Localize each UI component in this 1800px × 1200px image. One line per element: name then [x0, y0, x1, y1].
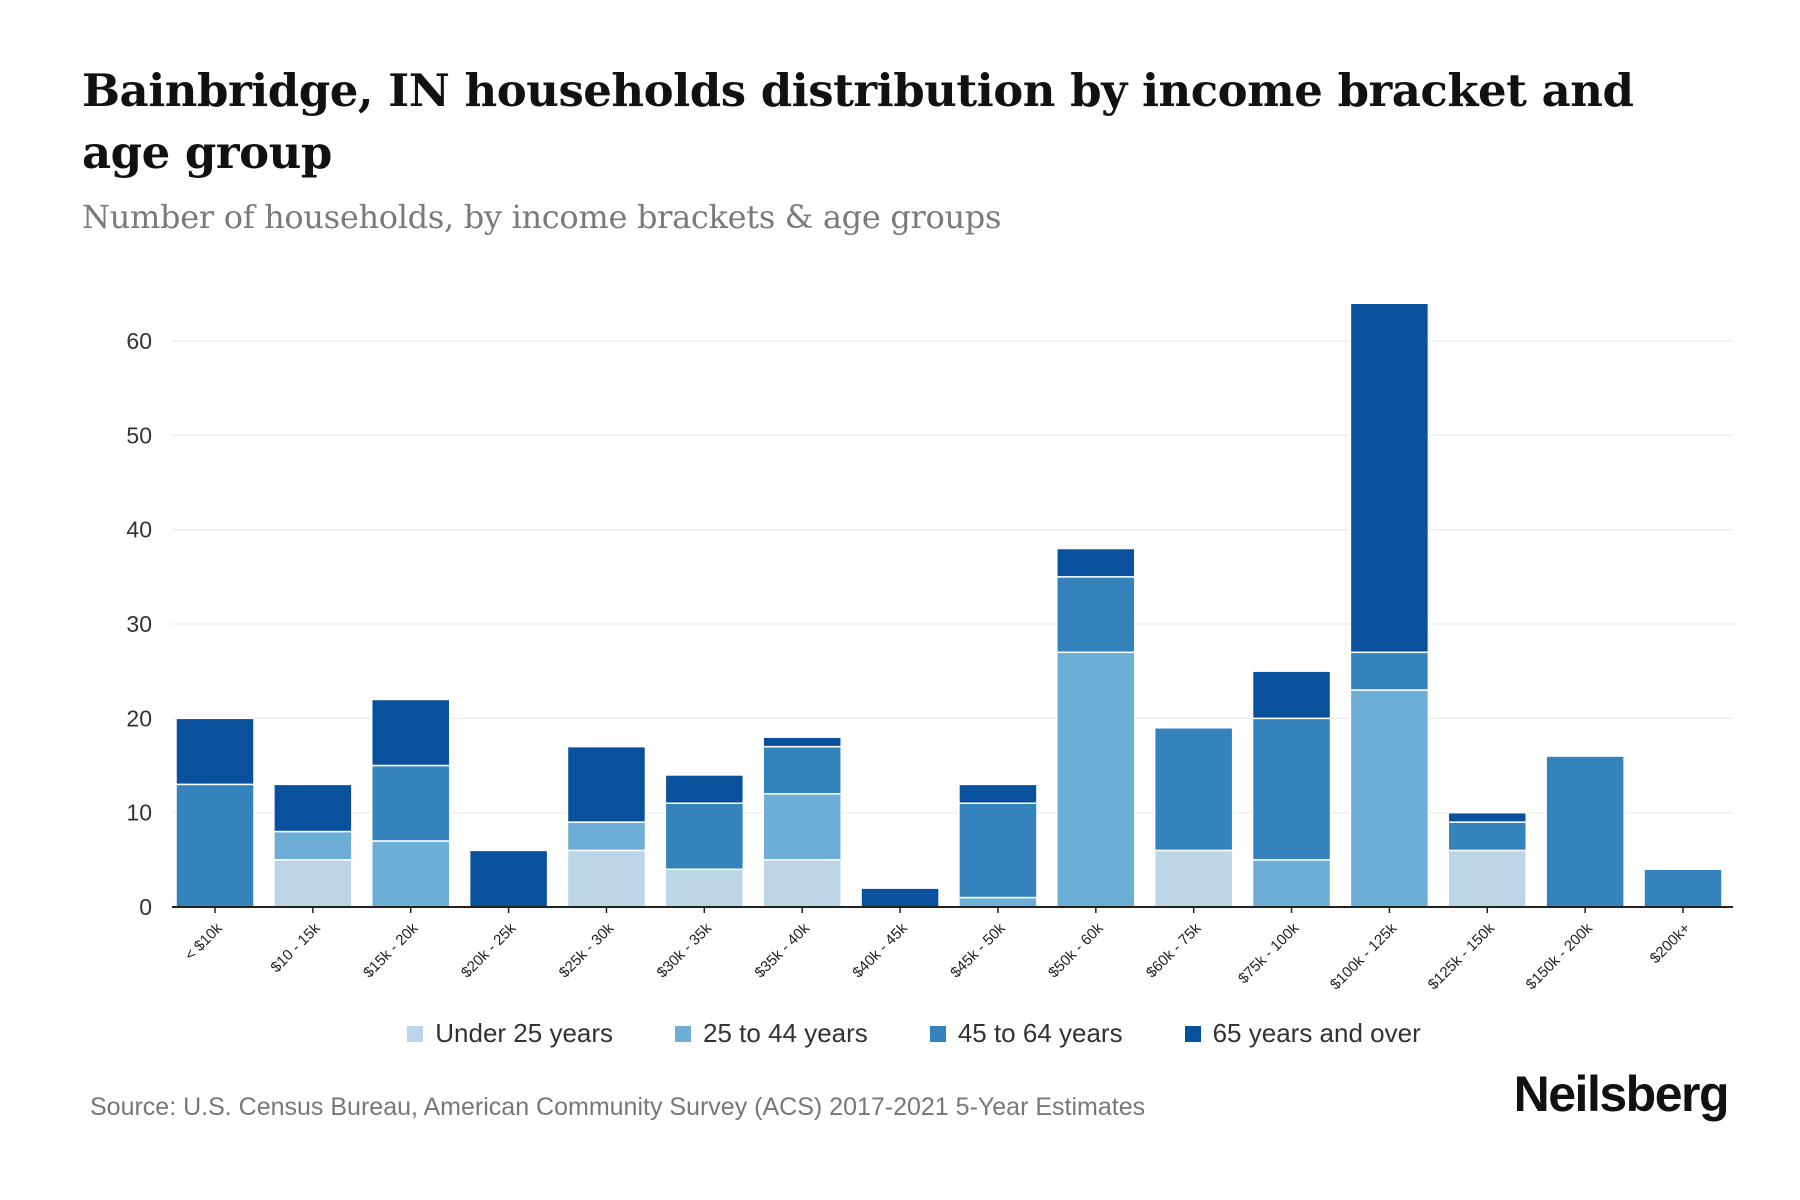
legend-label: Under 25 years	[435, 1018, 614, 1048]
bar-segment[interactable]	[566, 821, 647, 852]
x-tick-label: $125k - 150k	[1425, 919, 1499, 993]
chart-subtitle: Number of households, by income brackets…	[82, 198, 1002, 236]
bar-segment[interactable]	[762, 736, 842, 748]
x-axis-ticks: < $10k $10 - 15k $15k - 20k $20k - 25k $25k …	[182, 907, 1694, 993]
bar-segment[interactable]	[1153, 727, 1234, 852]
bar-segment[interactable]	[958, 802, 1038, 899]
bar-segment[interactable]	[468, 849, 549, 908]
bar-segment[interactable]	[1251, 859, 1332, 908]
bar-segment[interactable]	[1545, 755, 1625, 908]
bar-segment[interactable]	[860, 887, 940, 908]
bar-segment[interactable]	[370, 840, 451, 908]
chart-title: Bainbridge, IN households distribution b…	[82, 64, 1634, 179]
bar-segment[interactable]	[1447, 849, 1528, 908]
y-tick-label: 40	[126, 517, 152, 543]
bar-segment[interactable]	[1251, 670, 1332, 720]
x-tick-label: $100k - 125k	[1327, 919, 1401, 993]
legend-label: 65 years and over	[1212, 1018, 1421, 1048]
bar-segment[interactable]	[1349, 689, 1430, 908]
legend-label: 25 to 44 years	[703, 1018, 868, 1048]
y-tick-label: 60	[126, 328, 152, 354]
y-tick-label: 30	[126, 611, 152, 637]
bar-segment[interactable]	[370, 698, 451, 767]
x-tick-label: $25k - 30k	[556, 919, 618, 981]
x-tick-label: $60k - 75k	[1143, 919, 1205, 981]
legend: Under 25 years 25 to 44 years 45 to 64 yea…	[0, 1018, 1800, 1049]
x-tick-label: $15k - 20k	[360, 919, 422, 981]
bar-segment[interactable]	[1056, 547, 1136, 578]
y-tick-label: 20	[126, 705, 152, 731]
bars	[175, 302, 1723, 908]
bar-segment[interactable]	[762, 745, 842, 795]
x-tick-label: $150k - 200k	[1523, 919, 1597, 993]
bar-segment[interactable]	[762, 793, 842, 861]
bar-segment[interactable]	[1643, 868, 1723, 908]
bar-segment[interactable]	[664, 802, 745, 871]
y-tick-label: 0	[139, 894, 152, 920]
bar-segment[interactable]	[664, 774, 745, 804]
legend-swatch	[1184, 1025, 1201, 1042]
bar-segment[interactable]	[664, 868, 745, 908]
legend-item[interactable]: Under 25 years	[379, 1018, 613, 1049]
y-axis-ticks: 0 10 20 30 40 50 60	[126, 328, 152, 920]
x-tick-label: $50k - 60k	[1045, 919, 1107, 981]
x-tick-label: $35k - 40k	[751, 919, 813, 981]
bar-segment[interactable]	[762, 859, 842, 908]
x-tick-label: $10 - 15k	[267, 919, 324, 976]
x-tick-label: < $10k	[182, 919, 227, 964]
bar-segment[interactable]	[958, 783, 1038, 804]
legend-swatch	[407, 1025, 424, 1042]
x-tick-label: $75k - 100k	[1235, 919, 1303, 987]
bar-segment[interactable]	[175, 717, 255, 786]
bar-segment[interactable]	[566, 745, 647, 823]
bar-segment[interactable]	[1056, 576, 1136, 654]
legend-item[interactable]: 25 to 44 years	[647, 1018, 868, 1049]
legend-label: 45 to 64 years	[957, 1018, 1123, 1048]
x-tick-label: $20k - 25k	[458, 919, 520, 981]
bar-segment[interactable]	[1251, 717, 1332, 861]
bar-segment[interactable]	[1056, 651, 1136, 908]
bar-segment[interactable]	[273, 859, 353, 908]
bar-segment[interactable]	[1153, 849, 1234, 908]
source-note: Source: U.S. Census Bureau, American Com…	[90, 1093, 1146, 1121]
bar-segment[interactable]	[1349, 302, 1430, 654]
x-tick-label: $40k - 45k	[849, 919, 911, 981]
y-tick-label: 10	[126, 800, 152, 826]
legend-item[interactable]: 45 to 64 years	[902, 1018, 1123, 1049]
bar-segment[interactable]	[1349, 651, 1430, 691]
legend-swatch	[675, 1025, 692, 1042]
brand-logo: Neilsberg	[1513, 1066, 1730, 1122]
bar-segment[interactable]	[566, 849, 647, 908]
bar-segment[interactable]	[273, 783, 353, 833]
x-tick-label: $30k - 35k	[654, 919, 716, 981]
bar-segment[interactable]	[273, 830, 353, 861]
legend-swatch	[929, 1025, 946, 1042]
legend-item[interactable]: 65 years and over	[1157, 1018, 1421, 1049]
x-tick-label: $45k - 50k	[947, 919, 1009, 981]
bar-segment[interactable]	[1447, 821, 1528, 852]
stacked-bar-chart: 0 10 20 30 40 50 60 < $10k $10 - 15k $15k - 20k $…	[126, 302, 1733, 993]
bar-segment[interactable]	[175, 783, 255, 908]
y-tick-label: 50	[126, 422, 152, 448]
bar-segment[interactable]	[370, 764, 451, 842]
bar-segment[interactable]	[958, 896, 1038, 908]
bar-segment[interactable]	[1447, 811, 1528, 823]
x-tick-label: $200k+	[1647, 920, 1694, 967]
